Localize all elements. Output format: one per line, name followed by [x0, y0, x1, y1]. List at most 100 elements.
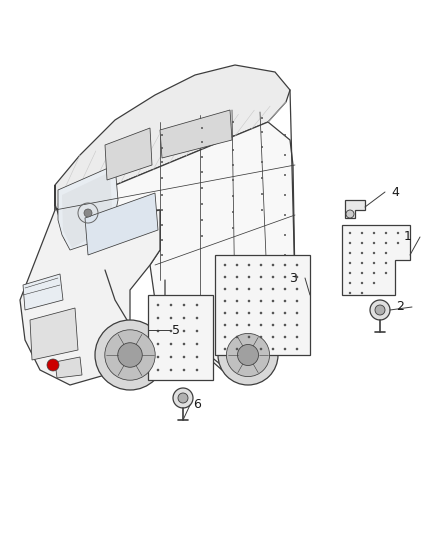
Polygon shape	[85, 193, 158, 255]
Polygon shape	[55, 357, 82, 378]
Circle shape	[361, 262, 363, 264]
Circle shape	[236, 264, 238, 266]
Circle shape	[157, 317, 159, 319]
Circle shape	[261, 177, 263, 179]
Circle shape	[385, 232, 387, 234]
Polygon shape	[23, 274, 63, 310]
Circle shape	[95, 320, 165, 390]
Circle shape	[370, 300, 390, 320]
Circle shape	[373, 232, 375, 234]
Circle shape	[157, 356, 159, 358]
Circle shape	[183, 369, 185, 372]
Circle shape	[349, 252, 351, 254]
Circle shape	[157, 343, 159, 345]
Circle shape	[373, 282, 375, 284]
Circle shape	[296, 288, 298, 290]
Circle shape	[284, 154, 286, 156]
Circle shape	[296, 348, 298, 350]
Circle shape	[236, 312, 238, 314]
Circle shape	[232, 149, 234, 151]
Circle shape	[170, 369, 172, 372]
Circle shape	[170, 330, 172, 332]
Circle shape	[236, 336, 238, 338]
Circle shape	[196, 369, 198, 372]
Circle shape	[201, 156, 203, 158]
Circle shape	[224, 276, 226, 278]
Circle shape	[296, 300, 298, 302]
Circle shape	[183, 304, 185, 306]
Circle shape	[157, 330, 159, 332]
Circle shape	[284, 348, 286, 350]
Circle shape	[349, 232, 351, 234]
Circle shape	[284, 336, 286, 338]
Polygon shape	[342, 225, 410, 295]
Circle shape	[373, 242, 375, 244]
Circle shape	[218, 325, 278, 385]
Text: 2: 2	[396, 301, 404, 313]
Circle shape	[272, 336, 274, 338]
Text: 6: 6	[193, 399, 201, 411]
Circle shape	[284, 312, 286, 314]
Circle shape	[161, 224, 163, 226]
Circle shape	[232, 121, 234, 123]
Circle shape	[201, 187, 203, 189]
Text: 4: 4	[391, 185, 399, 198]
Circle shape	[196, 343, 198, 345]
Circle shape	[248, 264, 250, 266]
Polygon shape	[58, 165, 118, 250]
Text: 5: 5	[172, 324, 180, 336]
Circle shape	[161, 209, 163, 211]
Circle shape	[260, 288, 262, 290]
Circle shape	[349, 282, 351, 284]
Circle shape	[196, 317, 198, 319]
Circle shape	[226, 334, 270, 377]
Circle shape	[272, 324, 274, 326]
Circle shape	[373, 252, 375, 254]
Circle shape	[284, 324, 286, 326]
Circle shape	[237, 344, 258, 366]
Text: 3: 3	[289, 271, 297, 285]
Circle shape	[201, 171, 203, 173]
Circle shape	[248, 312, 250, 314]
Circle shape	[260, 264, 262, 266]
Circle shape	[161, 161, 163, 163]
Circle shape	[224, 324, 226, 326]
Circle shape	[236, 324, 238, 326]
Circle shape	[397, 232, 399, 234]
Circle shape	[261, 193, 263, 195]
Circle shape	[161, 134, 163, 136]
Polygon shape	[160, 110, 232, 158]
Polygon shape	[345, 200, 365, 218]
Circle shape	[201, 203, 203, 205]
Circle shape	[385, 272, 387, 274]
Circle shape	[361, 232, 363, 234]
Circle shape	[272, 300, 274, 302]
Circle shape	[284, 264, 286, 266]
Circle shape	[361, 242, 363, 244]
Circle shape	[260, 348, 262, 350]
Circle shape	[284, 288, 286, 290]
Circle shape	[284, 300, 286, 302]
Circle shape	[272, 348, 274, 350]
Circle shape	[224, 264, 226, 266]
Circle shape	[47, 359, 59, 371]
Circle shape	[260, 312, 262, 314]
Circle shape	[105, 330, 155, 380]
Circle shape	[178, 393, 188, 403]
Circle shape	[361, 292, 363, 294]
Circle shape	[385, 252, 387, 254]
Circle shape	[232, 227, 234, 229]
Circle shape	[248, 288, 250, 290]
Circle shape	[224, 288, 226, 290]
Circle shape	[261, 117, 263, 119]
Circle shape	[236, 348, 238, 350]
Circle shape	[196, 330, 198, 332]
Polygon shape	[30, 308, 78, 360]
Circle shape	[260, 336, 262, 338]
Circle shape	[196, 356, 198, 358]
Circle shape	[361, 272, 363, 274]
Circle shape	[346, 210, 354, 218]
Circle shape	[260, 324, 262, 326]
Circle shape	[170, 356, 172, 358]
Circle shape	[261, 131, 263, 133]
